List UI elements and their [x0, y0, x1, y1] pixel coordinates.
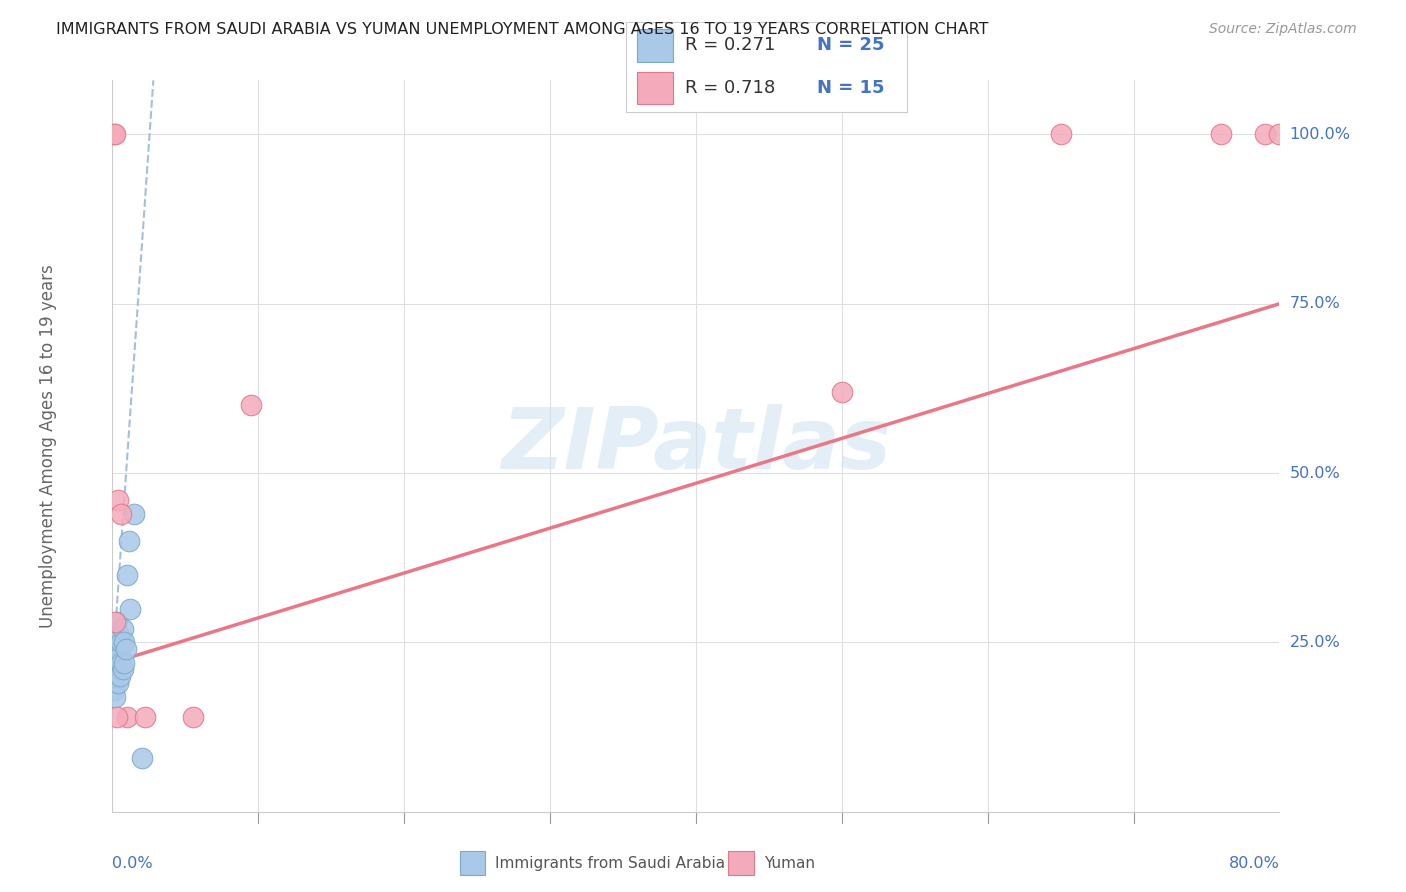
Point — [114, 642, 136, 657]
Text: ZIPatlas: ZIPatlas — [501, 404, 891, 488]
Point — [181, 710, 204, 724]
Point — [118, 601, 141, 615]
Point — [115, 710, 138, 724]
Point — [112, 656, 135, 670]
Point — [1268, 128, 1291, 142]
Text: Unemployment Among Ages 16 to 19 years: Unemployment Among Ages 16 to 19 years — [39, 264, 58, 628]
Point — [105, 615, 128, 629]
Point — [105, 710, 128, 724]
Bar — [637, 29, 673, 62]
Text: 80.0%: 80.0% — [1229, 855, 1279, 871]
Point — [111, 622, 134, 636]
Text: Yuman: Yuman — [763, 855, 814, 871]
Text: 75.0%: 75.0% — [1289, 296, 1340, 311]
Point — [108, 669, 131, 683]
Text: 0.0%: 0.0% — [112, 855, 153, 871]
Point — [104, 690, 127, 704]
Point — [110, 635, 132, 649]
Point — [103, 682, 125, 697]
Point — [108, 648, 131, 663]
Point — [104, 128, 127, 142]
Text: 100.0%: 100.0% — [1289, 127, 1351, 142]
Point — [103, 128, 125, 142]
Text: N = 15: N = 15 — [817, 79, 884, 97]
Text: 25.0%: 25.0% — [1289, 635, 1340, 650]
Point — [107, 493, 129, 508]
Bar — [460, 851, 485, 875]
Text: N = 25: N = 25 — [817, 37, 884, 54]
Text: Immigrants from Saudi Arabia: Immigrants from Saudi Arabia — [495, 855, 725, 871]
Point — [107, 656, 129, 670]
Text: R = 0.718: R = 0.718 — [685, 79, 775, 97]
Point — [110, 507, 132, 521]
Point — [117, 533, 139, 548]
Bar — [637, 72, 673, 104]
Point — [110, 656, 132, 670]
Point — [1049, 128, 1071, 142]
Point — [115, 567, 138, 582]
Text: R = 0.271: R = 0.271 — [685, 37, 775, 54]
Text: IMMIGRANTS FROM SAUDI ARABIA VS YUMAN UNEMPLOYMENT AMONG AGES 16 TO 19 YEARS COR: IMMIGRANTS FROM SAUDI ARABIA VS YUMAN UN… — [56, 22, 988, 37]
Point — [104, 648, 127, 663]
Point — [103, 656, 125, 670]
Text: Source: ZipAtlas.com: Source: ZipAtlas.com — [1209, 22, 1357, 37]
Point — [240, 398, 263, 412]
Point — [1254, 128, 1277, 142]
Text: 50.0%: 50.0% — [1289, 466, 1340, 481]
Point — [107, 676, 129, 690]
Point — [131, 750, 153, 764]
Point — [105, 642, 128, 657]
Point — [124, 507, 146, 521]
Point — [105, 663, 128, 677]
Bar — [728, 851, 754, 875]
Point — [831, 384, 853, 399]
Point — [112, 635, 135, 649]
Point — [111, 663, 134, 677]
Point — [104, 669, 127, 683]
Point — [1209, 128, 1232, 142]
Point — [104, 615, 127, 629]
Point — [134, 710, 156, 724]
Point — [108, 629, 131, 643]
